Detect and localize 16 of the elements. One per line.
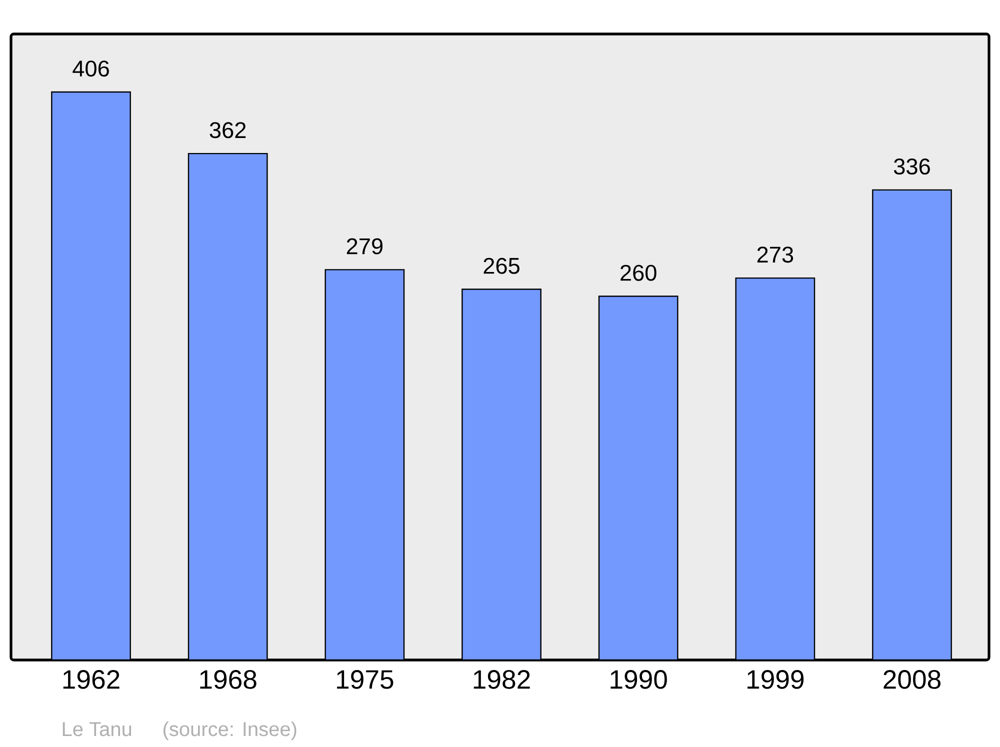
text: (source: Insee) xyxy=(164,722,296,740)
x-tick-label: 1982 xyxy=(474,670,530,689)
data-label: 406 xyxy=(72,60,109,77)
data-label: 265 xyxy=(484,258,520,274)
text: Le Tanu xyxy=(62,722,132,736)
data-label: 279 xyxy=(346,238,383,254)
x-tick-label: 1968 xyxy=(200,670,256,689)
x-tick-label: 1999 xyxy=(748,670,804,689)
x-tick-label: 1962 xyxy=(63,670,120,689)
data-label: 273 xyxy=(757,246,794,263)
data-label: 362 xyxy=(210,122,246,138)
data-label: 336 xyxy=(894,158,930,175)
x-tick-label: 2008 xyxy=(884,670,940,689)
x-tick-label: 1990 xyxy=(610,670,667,689)
data-label: 260 xyxy=(620,264,656,281)
x-tick-label: 1975 xyxy=(337,670,394,689)
